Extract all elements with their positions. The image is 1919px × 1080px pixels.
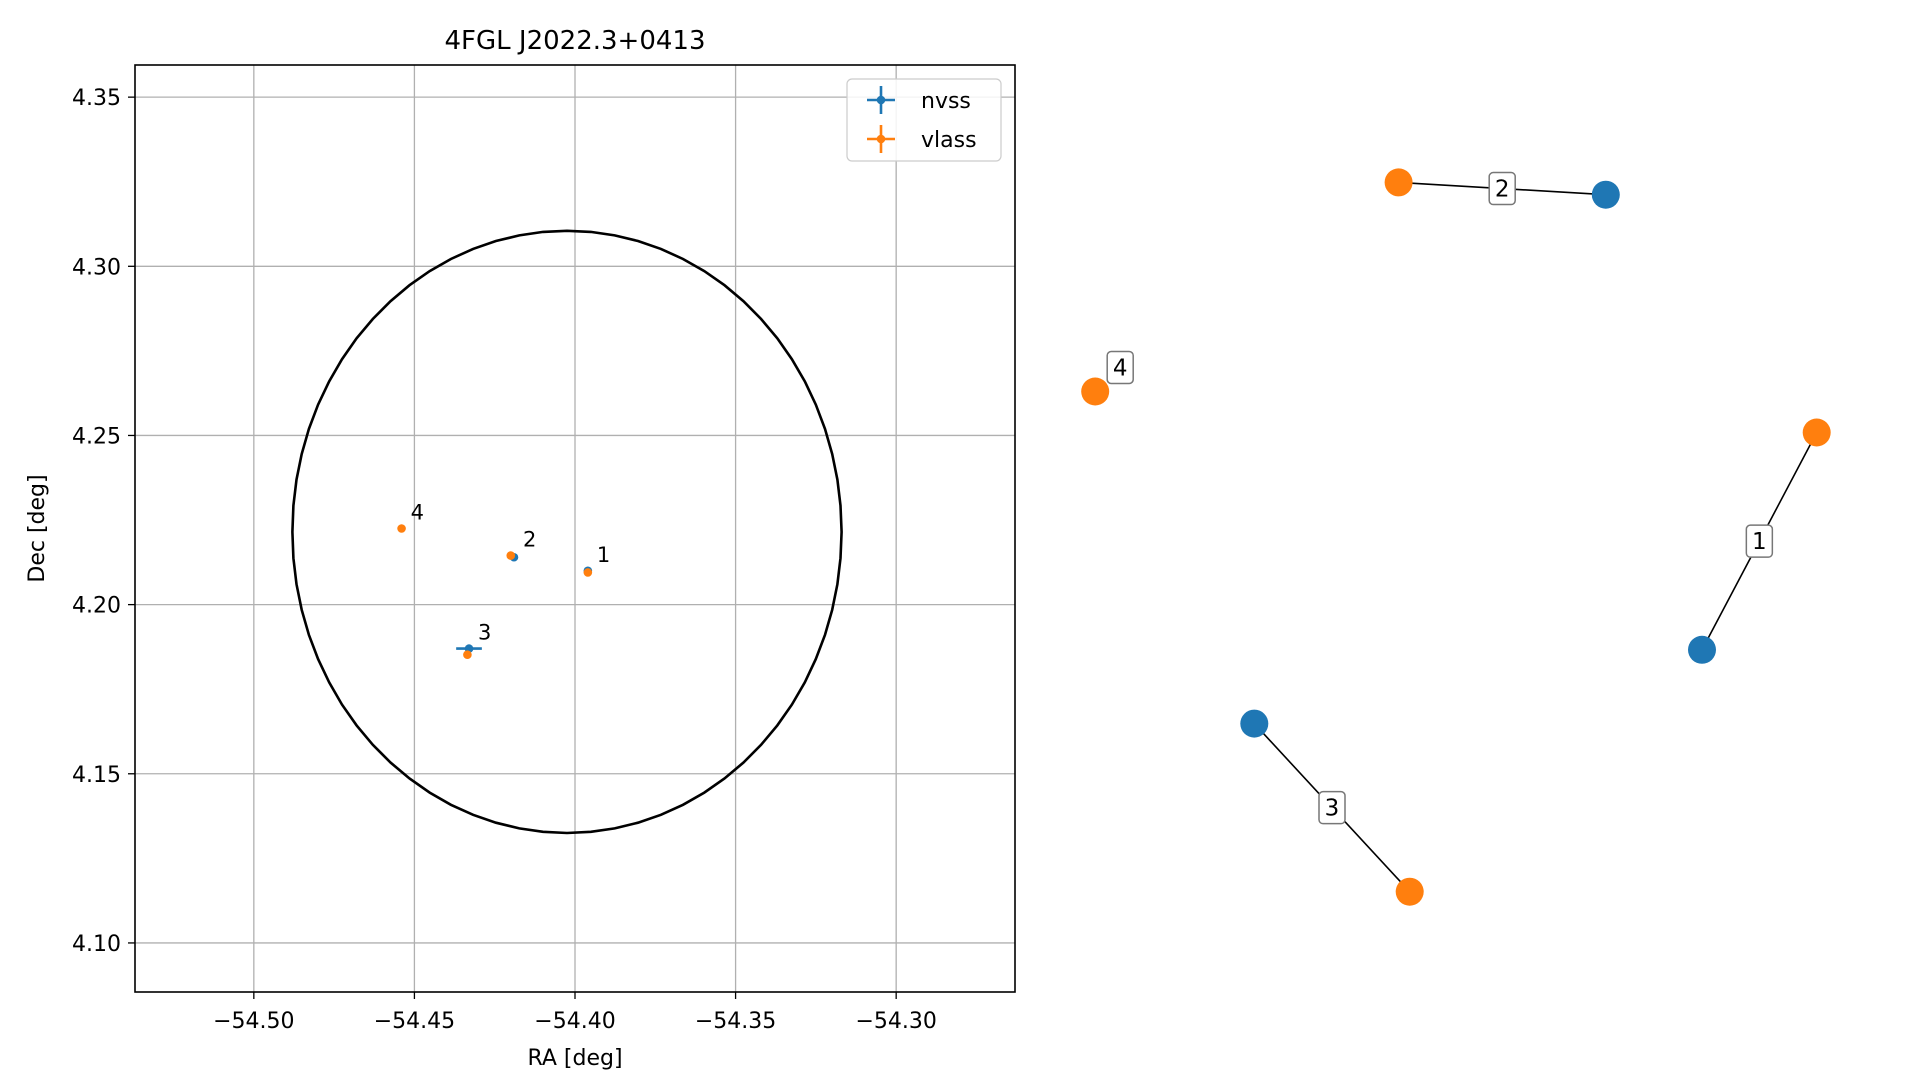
vlass-marker-4 bbox=[397, 524, 406, 533]
graph-edge-label-2-box bbox=[1488, 171, 1516, 206]
graph-node-v2 bbox=[1384, 168, 1413, 197]
x-tick-label-2: −54.40 bbox=[534, 1009, 615, 1034]
graph-node-label-4: 4 bbox=[1106, 350, 1134, 385]
graph-node-v3 bbox=[1395, 877, 1424, 906]
graph-edge-label-2: 2 bbox=[1488, 171, 1516, 206]
legend: nvss vlass bbox=[846, 78, 1002, 162]
graph-edge-label-2-text: 2 bbox=[1495, 177, 1510, 203]
source-label-1: 1 bbox=[597, 543, 610, 567]
vlass-marker-3 bbox=[463, 650, 472, 659]
source-label-3: 3 bbox=[478, 621, 491, 645]
source-label-4: 4 bbox=[411, 501, 424, 525]
y-tick-label-0: 4.10 bbox=[72, 932, 121, 957]
x-axis-ticks: −54.50 −54.45 −54.40 −54.35 −54.30 bbox=[213, 992, 937, 1034]
source-label-2: 2 bbox=[523, 528, 536, 552]
y-tick-label-3: 4.25 bbox=[72, 424, 121, 449]
graph-edge-label-1: 1 bbox=[1745, 524, 1774, 558]
x-tick-label-4: −54.30 bbox=[855, 1009, 936, 1034]
x-tick-label-3: −54.35 bbox=[695, 1009, 776, 1034]
sky-position-plot: 1 2 3 4 −54.50 −54.45 −54.40 −54.35 −54.30 4.10… bbox=[25, 26, 1016, 1071]
graph-node-n1 bbox=[1688, 635, 1716, 664]
graph-node-n3 bbox=[1240, 709, 1269, 738]
graph-edge-label-1-box bbox=[1745, 524, 1774, 558]
graph-edge-label-3: 3 bbox=[1318, 790, 1346, 825]
graph-node-v4 bbox=[1081, 377, 1110, 406]
vlass-point-1 bbox=[583, 568, 593, 577]
y-axis-ticks: 4.10 4.15 4.20 4.25 4.30 4.35 bbox=[72, 86, 135, 957]
source-labels-layer: 1 2 3 4 bbox=[411, 501, 611, 645]
legend-entry-nvss: nvss bbox=[867, 86, 971, 114]
legend-entry-vlass: vlass bbox=[867, 125, 977, 153]
y-axis-title: Dec [deg] bbox=[25, 474, 50, 582]
legend-label-vlass: vlass bbox=[921, 128, 977, 153]
y-tick-label-1: 4.15 bbox=[72, 763, 121, 788]
graph-edges bbox=[1253, 181, 1818, 893]
graph-edge-label-3-text: 3 bbox=[1325, 796, 1340, 822]
legend-label-nvss: nvss bbox=[921, 89, 971, 114]
error-ellipse-layer bbox=[291, 229, 843, 835]
vlass-point-2 bbox=[506, 551, 516, 560]
graph-edge-label-3-box bbox=[1318, 790, 1346, 825]
grid-lines bbox=[135, 65, 1015, 992]
vlass-marker-2 bbox=[506, 551, 516, 560]
legend-marker-nvss bbox=[876, 95, 886, 105]
graph-edge-labels: 1 2 3 4 bbox=[1106, 171, 1774, 825]
y-tick-label-2: 4.20 bbox=[72, 594, 121, 619]
graph-edge-label-1-text: 1 bbox=[1752, 529, 1767, 555]
data-points-layer bbox=[397, 524, 593, 659]
y-tick-label-5: 4.35 bbox=[72, 86, 121, 111]
vlass-point-3 bbox=[463, 650, 472, 659]
legend-marker-vlass bbox=[876, 134, 886, 144]
legend-entries: nvss vlass bbox=[867, 86, 977, 153]
plot-title: 4FGL J2022.3+0413 bbox=[445, 26, 706, 56]
graph-node-label-4-box bbox=[1106, 350, 1134, 385]
vlass-marker-1 bbox=[583, 568, 593, 577]
vlass-point-4 bbox=[397, 524, 406, 533]
localization-ellipse bbox=[291, 229, 843, 835]
x-axis-title: RA [deg] bbox=[527, 1046, 622, 1071]
graph-node-label-4-text: 4 bbox=[1113, 356, 1128, 382]
x-tick-label-1: −54.45 bbox=[374, 1009, 455, 1034]
x-tick-label-0: −54.50 bbox=[213, 1009, 294, 1034]
graph-nodes bbox=[1081, 168, 1831, 906]
graph-node-v1 bbox=[1802, 418, 1831, 447]
graph-node-n2 bbox=[1591, 180, 1620, 209]
y-tick-label-4: 4.30 bbox=[72, 255, 121, 280]
match-network-graph: 1 2 3 4 bbox=[1081, 168, 1831, 906]
